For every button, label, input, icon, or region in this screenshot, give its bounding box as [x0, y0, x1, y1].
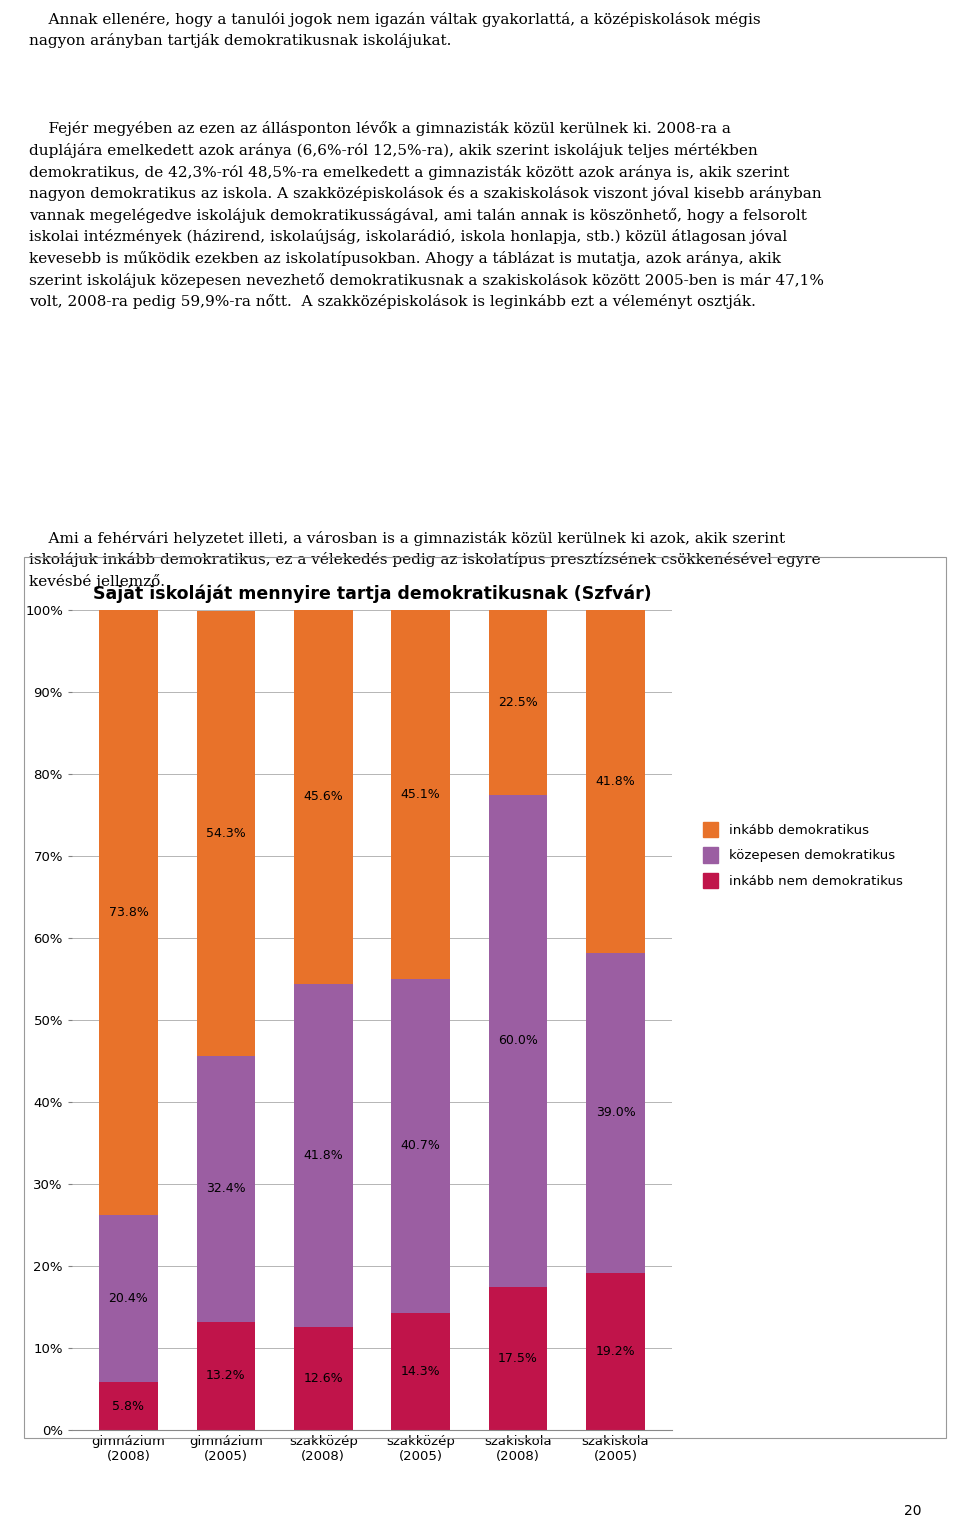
Bar — [294, 984, 352, 1326]
Text: 39.0%: 39.0% — [595, 1106, 636, 1119]
Text: 5.8%: 5.8% — [112, 1399, 145, 1413]
Text: 13.2%: 13.2% — [206, 1369, 246, 1383]
Bar — [197, 610, 255, 1056]
Bar — [587, 1273, 645, 1430]
Text: 60.0%: 60.0% — [498, 1035, 538, 1047]
Text: 20.4%: 20.4% — [108, 1293, 149, 1305]
Text: 32.4%: 32.4% — [206, 1183, 246, 1195]
Text: 45.1%: 45.1% — [401, 787, 441, 801]
Text: 73.8%: 73.8% — [108, 906, 149, 919]
Bar — [392, 980, 450, 1312]
Text: 14.3%: 14.3% — [401, 1364, 441, 1378]
Legend: inkább demokratikus, közepesen demokratikus, inkább nem demokratikus: inkább demokratikus, közepesen demokrati… — [703, 821, 902, 888]
Bar — [99, 610, 157, 1215]
Bar — [294, 1326, 352, 1430]
Bar — [587, 610, 645, 952]
Text: 45.6%: 45.6% — [303, 790, 343, 804]
Text: 19.2%: 19.2% — [596, 1344, 636, 1358]
Bar — [99, 1215, 157, 1383]
Text: 41.8%: 41.8% — [303, 1149, 343, 1161]
Bar — [197, 1322, 255, 1430]
Text: 20: 20 — [904, 1505, 922, 1518]
Text: 17.5%: 17.5% — [498, 1352, 538, 1364]
Bar — [587, 952, 645, 1273]
Bar — [392, 1312, 450, 1430]
Bar — [489, 1286, 547, 1430]
Bar — [294, 610, 352, 984]
Bar — [489, 795, 547, 1286]
Text: Annak ellenére, hogy a tanulói jogok nem igazán váltak gyakorlattá, a középiskol: Annak ellenére, hogy a tanulói jogok nem… — [29, 12, 760, 49]
Text: 41.8%: 41.8% — [595, 775, 636, 787]
Bar — [197, 1056, 255, 1322]
Text: Fejér megyében az ezen az állásponton lévők a gimnazisták közül kerülnek ki. 200: Fejér megyében az ezen az állásponton lé… — [29, 122, 824, 310]
Bar — [392, 609, 450, 980]
Text: 12.6%: 12.6% — [303, 1372, 343, 1384]
Text: Ami a fehérvári helyzetet illeti, a városban is a gimnazisták közül kerülnek ki : Ami a fehérvári helyzetet illeti, a váro… — [29, 531, 821, 589]
Text: 54.3%: 54.3% — [206, 827, 246, 839]
Title: Saját iskoláját mennyire tartja demokratikusnak (Szfvár): Saját iskoláját mennyire tartja demokrat… — [93, 584, 651, 603]
Text: 40.7%: 40.7% — [400, 1140, 441, 1152]
Bar — [99, 1383, 157, 1430]
Text: 22.5%: 22.5% — [498, 696, 538, 708]
Bar — [489, 610, 547, 795]
